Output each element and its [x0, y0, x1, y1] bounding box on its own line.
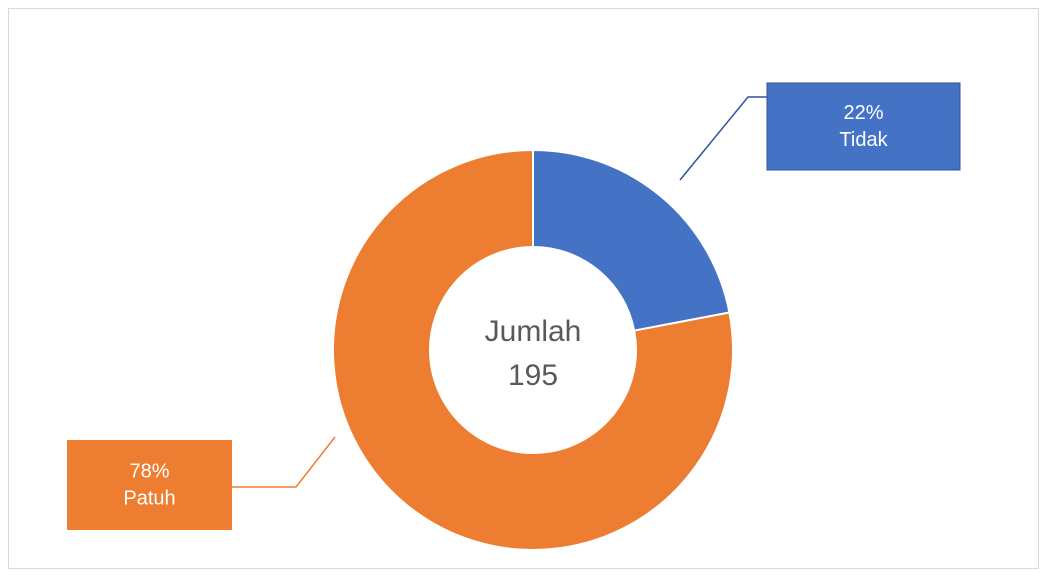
- donut-slice: [332, 148, 734, 551]
- leader-line: [232, 436, 336, 488]
- data-label-value: 78%: [129, 460, 169, 482]
- center-label: Jumlah: [485, 315, 582, 348]
- data-label-category: Patuh: [123, 487, 175, 509]
- data-label-box: [67, 440, 232, 530]
- data-label-category: Tidak: [839, 129, 888, 151]
- center-value: 195: [508, 359, 558, 392]
- leader-line: [679, 96, 767, 181]
- data-label-box: [766, 82, 961, 171]
- data-label-value: 22%: [843, 102, 883, 124]
- donut-slice: [532, 148, 731, 332]
